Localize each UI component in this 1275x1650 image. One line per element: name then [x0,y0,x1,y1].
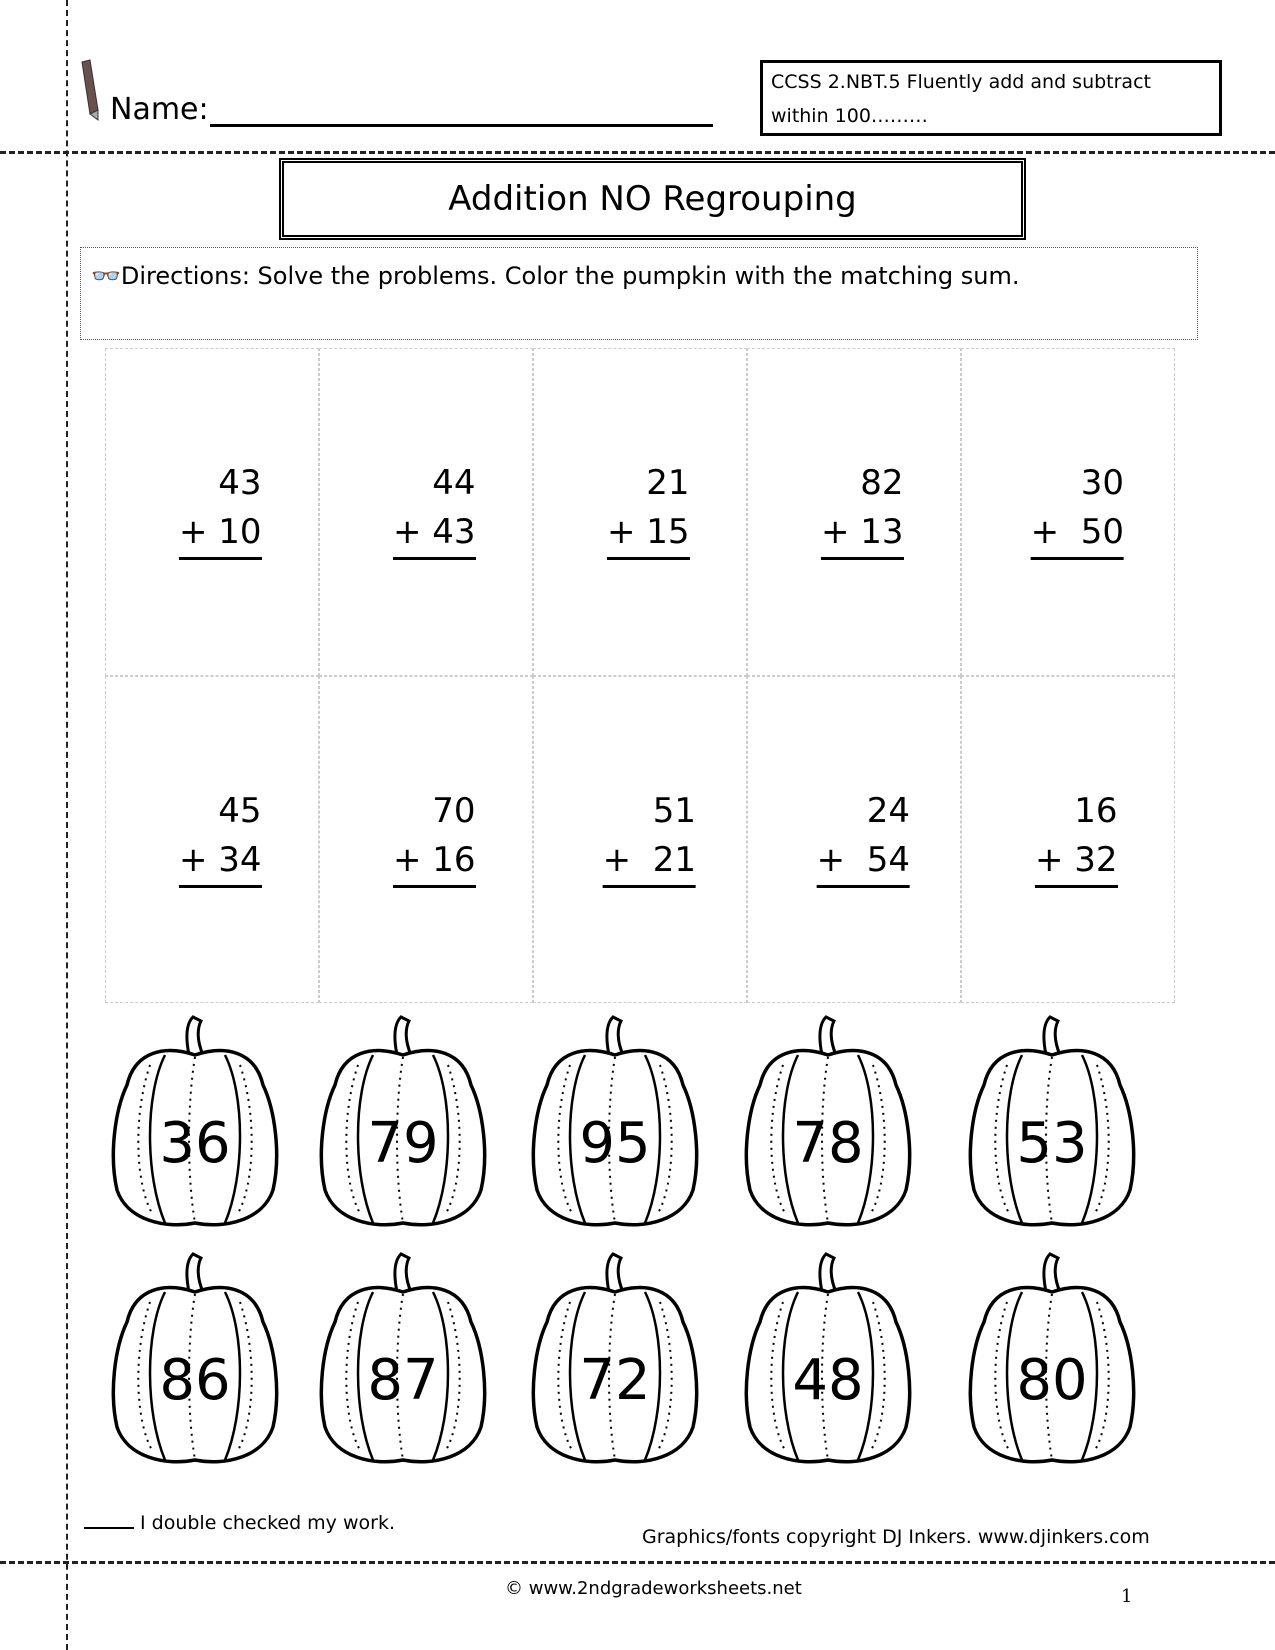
addition-problem: 30 + 50 [1030,459,1125,560]
bottom-addend: + 43 [392,508,476,560]
problem-cell: 44 + 43 [319,348,533,676]
addition-problem: 43 + 10 [178,459,262,560]
pumpkin[interactable]: 48 [738,1252,918,1468]
pumpkin-sum: 36 [159,1111,231,1176]
pumpkin[interactable]: 36 [105,1015,285,1231]
title-text: Addition NO Regrouping [448,179,857,219]
problem-cell: 82 + 13 [747,348,961,676]
top-addend: 82 [860,463,904,503]
bottom-addend: + 21 [602,836,697,888]
pumpkin-icon [744,1252,912,1464]
pumpkin-icon [744,1015,912,1227]
pumpkin-sum: 53 [1016,1111,1088,1176]
pumpkin-sum: 79 [367,1111,439,1176]
problem-cell: 70 + 16 [319,675,533,1003]
top-addend: 30 [1080,463,1125,503]
problem-cell: 24 + 54 [747,675,961,1003]
pumpkin-icon [111,1015,279,1227]
name-label: Name: [110,92,209,127]
check-blank[interactable] [84,1527,134,1529]
pumpkin-icon [319,1015,487,1227]
bottom-addend: + 34 [178,836,262,888]
bottom-addend: + 54 [816,836,911,888]
pumpkin-icon [111,1252,279,1464]
bottom-addend: + 32 [1034,836,1118,888]
problem-cell: 51 + 21 [533,675,747,1003]
addition-problem: 16 + 32 [1034,787,1118,888]
pumpkin-sum: 95 [579,1111,651,1176]
pumpkin[interactable]: 87 [313,1252,493,1468]
addition-problem: 82 + 13 [820,459,904,560]
pumpkin[interactable]: 78 [738,1015,918,1231]
double-check: I double checked my work. [84,1512,395,1534]
pumpkin-sum: 48 [792,1348,864,1413]
addition-problem: 24 + 54 [816,787,911,888]
pumpkin[interactable]: 95 [525,1015,705,1231]
pumpkin[interactable]: 72 [525,1252,705,1468]
top-addend: 16 [1074,790,1118,831]
pumpkin-sum: 78 [792,1111,864,1176]
problem-cell: 21 + 15 [533,348,747,676]
pumpkin-icon [968,1252,1136,1464]
addition-problem: 45 + 34 [178,787,262,888]
pumpkin-icon [531,1015,699,1227]
pencil-icon [81,59,99,121]
addition-problem: 21 + 15 [606,459,690,560]
bottom-addend: + 10 [178,508,262,560]
page-number: 1 [1121,1586,1133,1607]
pumpkin-sum: 72 [579,1348,651,1413]
credit-text: Graphics/fonts copyright DJ Inkers. www.… [642,1526,1150,1548]
pumpkin-sum: 86 [159,1348,231,1413]
top-addend: 24 [866,790,911,831]
pumpkin-sum: 87 [367,1348,439,1413]
problem-grid: 43 + 10 44 + 43 21 + 15 82 + 13 30 + 50 45 + 34 70 + … [105,348,1175,1003]
margin-line [66,0,68,1650]
bottom-addend: + 16 [392,836,476,888]
standard-box: CCSS 2.NBT.5 Fluently add and subtract w… [760,60,1222,136]
cut-line-bottom [0,1561,1275,1564]
addition-problem: 51 + 21 [602,787,697,888]
top-addend: 70 [432,790,476,831]
top-addend: 44 [432,463,476,503]
name-field[interactable] [210,124,713,127]
bottom-addend: + 15 [606,508,690,560]
copyright-text: © www.2ndgradeworksheets.net [505,1578,802,1599]
problem-cell: 45 + 34 [105,675,319,1003]
bottom-addend: + 50 [1030,508,1125,560]
problem-cell: 16 + 32 [961,675,1175,1003]
pumpkin-sum: 80 [1016,1348,1088,1413]
pumpkin-icon [531,1252,699,1464]
problem-cell: 30 + 50 [961,348,1175,676]
directions-text: Directions: Solve the problems. Color th… [120,262,1020,290]
pumpkin[interactable]: 86 [105,1252,285,1468]
glasses-icon: 👓 [91,262,121,290]
top-addend: 21 [646,463,690,503]
pumpkin[interactable]: 53 [962,1015,1142,1231]
pumpkin-icon [319,1252,487,1464]
top-addend: 45 [218,790,262,831]
top-addend: 43 [218,463,262,503]
top-addend: 51 [652,790,697,831]
pumpkin[interactable]: 80 [962,1252,1142,1468]
pumpkin[interactable]: 79 [313,1015,493,1231]
bottom-addend: + 13 [820,508,904,560]
page-title: Addition NO Regrouping [279,158,1026,240]
addition-problem: 44 + 43 [392,459,476,560]
directions-box: 👓Directions: Solve the problems. Color t… [80,247,1198,340]
pumpkin-icon [968,1015,1136,1227]
double-check-text: I double checked my work. [140,1512,395,1534]
problem-cell: 43 + 10 [105,348,319,676]
addition-problem: 70 + 16 [392,787,476,888]
cut-line-top [0,151,1275,154]
